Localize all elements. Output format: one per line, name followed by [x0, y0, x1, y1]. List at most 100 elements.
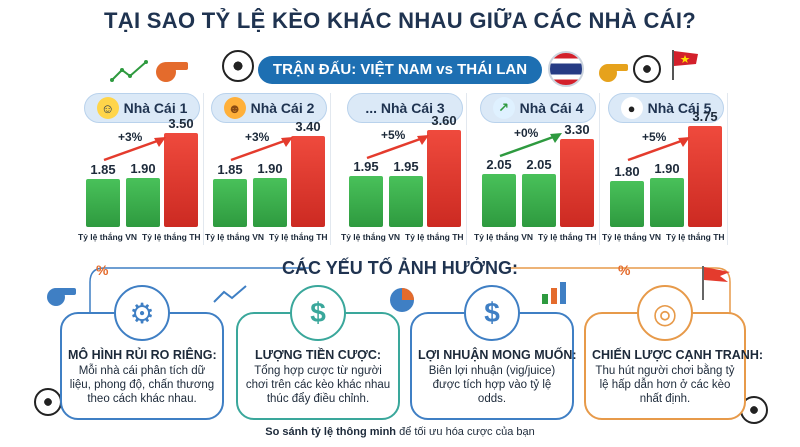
footer-bold: So sánh tỷ lệ thông minh	[265, 426, 397, 438]
ball-icon: ●	[620, 97, 643, 119]
bookie-card-3: ... Nhà Cái 3 1.95 1.95 3.60 +5% Tỷ lệ thắng …	[341, 93, 467, 245]
factor-card-2: LƯỢNG TIỀN CƯỢC: Tổng hợp cược từ người c…	[236, 312, 400, 420]
bookie-name: Nhà Cái 5	[647, 100, 712, 116]
percent-icon: %	[618, 262, 631, 278]
bar-value-label: 1.90	[654, 161, 680, 176]
bar-value-label: 1.85	[90, 162, 116, 177]
bookie-card-1: ☺ Nhà Cái 1 1.85 1.90 3.50 +3% Tỷ lệ thắng VN T…	[78, 93, 204, 245]
trend-line-icon	[110, 60, 148, 82]
x-tick-label: Tỷ lệ thắng VN	[602, 232, 662, 242]
percent-annotation: +3%	[118, 130, 143, 144]
bookie-name: ... Nhà Cái 3	[365, 100, 445, 116]
percent-annotation: +3%	[245, 130, 270, 144]
x-tick-label: Tỷ lệ thắng TH	[405, 232, 464, 242]
thailand-flag-icon	[548, 51, 584, 87]
smiley-icon: ☺	[96, 97, 119, 119]
footer-rest: để tối ưu hóa cược của bạn	[396, 426, 535, 438]
bar-value-label: 3.50	[168, 116, 194, 131]
bar-th	[164, 133, 198, 227]
bookie-card-4: ↗ Nhà Cái 4 2.05 2.05 3.30 +0% Tỷ lệ thắng VN T…	[474, 93, 600, 245]
x-tick-label: Tỷ lệ thắng TH	[142, 232, 201, 242]
bookie-name: Nhà Cái 1	[123, 100, 188, 116]
football-icon	[222, 50, 254, 82]
profit-chart-icon: $	[464, 285, 520, 341]
whistle-icon	[599, 64, 628, 82]
red-flag-icon	[702, 266, 730, 300]
bar-vn	[522, 174, 556, 227]
trend-arrow-icon	[366, 135, 429, 160]
trend-arrow-icon	[230, 137, 293, 162]
whistle-icon	[156, 62, 188, 82]
factor-title: LỢI NHUẬN MONG MUỐN:	[418, 348, 577, 362]
bar-vn	[86, 179, 120, 227]
trend-arrow-icon	[103, 137, 166, 162]
bookie-header: ☻ Nhà Cái 2	[211, 93, 327, 123]
bar-value-label: 2.05	[486, 157, 512, 172]
football-icon	[34, 388, 62, 416]
bar-value-label: 1.90	[130, 161, 156, 176]
trend-arrow-icon	[499, 133, 562, 158]
percent-icon: %	[96, 262, 109, 278]
trend-line-icon	[213, 285, 247, 303]
x-tick-label: Tỷ lệ thắng TH	[269, 232, 328, 242]
x-tick-label: Tỷ lệ thắng VN	[205, 232, 265, 242]
bookie-header: ● Nhà Cái 5	[608, 93, 724, 123]
match-banner: TRẬN ĐẤU: VIỆT NAM vs THÁI LAN	[258, 56, 542, 84]
bar-th	[427, 130, 461, 227]
factor-title: CHIẾN LƯỢC CẠNH TRANH:	[592, 348, 764, 362]
percent-annotation: +0%	[514, 126, 539, 140]
factor-text: Thu hút người chơi bằng tỷ lệ hấp dẫn hơ…	[595, 365, 735, 405]
bookie-header: ☺ Nhà Cái 1	[84, 93, 200, 123]
bar-vn	[610, 181, 644, 227]
trend-arrow-icon	[627, 137, 690, 162]
bar-vn	[253, 178, 287, 227]
vietnam-flag-icon	[672, 50, 698, 80]
page-title: TẠI SAO TỶ LỆ KÈO KHÁC NHAU GIỮA CÁC NHÀ…	[104, 8, 696, 33]
whistle-icon	[47, 288, 76, 306]
bar-vn	[650, 178, 684, 227]
bar-value-label: 1.95	[353, 159, 379, 174]
bar-value-label: 1.95	[393, 159, 419, 174]
factors-title: CÁC YẾU TỐ ẢNH HƯỞNG:	[282, 258, 518, 278]
gears-icon: ⚙	[114, 285, 170, 341]
percent-annotation: +5%	[642, 130, 667, 144]
bar-th	[560, 139, 594, 227]
money-bag-icon: $	[290, 285, 346, 341]
bar-value-label: 2.05	[526, 157, 552, 172]
bookie-card-2: ☻ Nhà Cái 2 1.85 1.90 3.40 +3% Tỷ lệ thắng VN T…	[205, 93, 331, 245]
growth-icon: ↗	[492, 97, 515, 119]
bar-th	[291, 136, 325, 227]
x-tick-label: Tỷ lệ thắng VN	[341, 232, 401, 242]
bar-value-label: 1.85	[217, 162, 243, 177]
tiger-icon: ☻	[223, 97, 246, 119]
x-tick-label: Tỷ lệ thắng TH	[666, 232, 725, 242]
football-icon	[633, 55, 661, 83]
bar-value-label: 3.60	[431, 113, 457, 128]
factor-text: Mỗi nhà cái phân tích dữ liệu, phong độ,…	[69, 365, 215, 405]
bookie-header: ... Nhà Cái 3	[347, 93, 463, 123]
bar-chart-icon	[542, 282, 566, 304]
target-icon: ◎	[637, 285, 693, 341]
x-tick-label: Tỷ lệ thắng VN	[78, 232, 138, 242]
pie-chart-icon	[390, 288, 414, 312]
bar-th	[688, 126, 722, 227]
bookie-name: Nhà Cái 4	[519, 100, 584, 116]
bar-vn	[389, 176, 423, 227]
bar-vn	[482, 174, 516, 227]
bookie-name: Nhà Cái 2	[250, 100, 315, 116]
bar-vn	[213, 179, 247, 227]
bar-value-label: 3.40	[295, 119, 321, 134]
percent-annotation: +5%	[381, 128, 406, 142]
bookie-header: ↗ Nhà Cái 4	[480, 93, 596, 123]
bar-value-label: 1.80	[614, 164, 640, 179]
factor-text: Biên lợi nhuận (vig/juice) được tích hợp…	[428, 365, 556, 405]
factor-title: LƯỢNG TIỀN CƯỢC:	[254, 348, 382, 362]
factor-title: MÔ HÌNH RỦI RO RIÊNG:	[68, 348, 217, 362]
bar-value-label: 3.30	[564, 122, 590, 137]
x-tick-label: Tỷ lệ thắng VN	[474, 232, 534, 242]
x-tick-label: Tỷ lệ thắng TH	[538, 232, 597, 242]
bar-value-label: 1.90	[257, 161, 283, 176]
bar-value-label: 3.75	[692, 109, 718, 124]
bar-vn	[126, 178, 160, 227]
footer: So sánh tỷ lệ thông minh để tối ưu hóa c…	[0, 426, 800, 438]
